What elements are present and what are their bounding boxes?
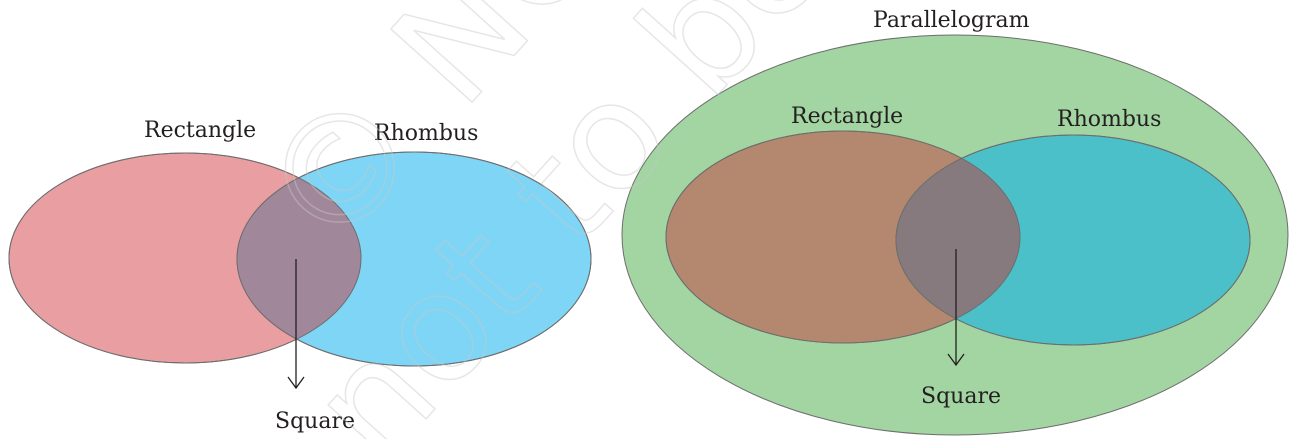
right-square-label: Square <box>921 384 1001 409</box>
right-rhombus-label: Rhombus <box>1057 107 1161 132</box>
parallelogram-label: Parallelogram <box>873 8 1030 33</box>
left-rectangle-label: Rectangle <box>144 118 256 143</box>
right-rectangle-label: Rectangle <box>791 104 903 129</box>
